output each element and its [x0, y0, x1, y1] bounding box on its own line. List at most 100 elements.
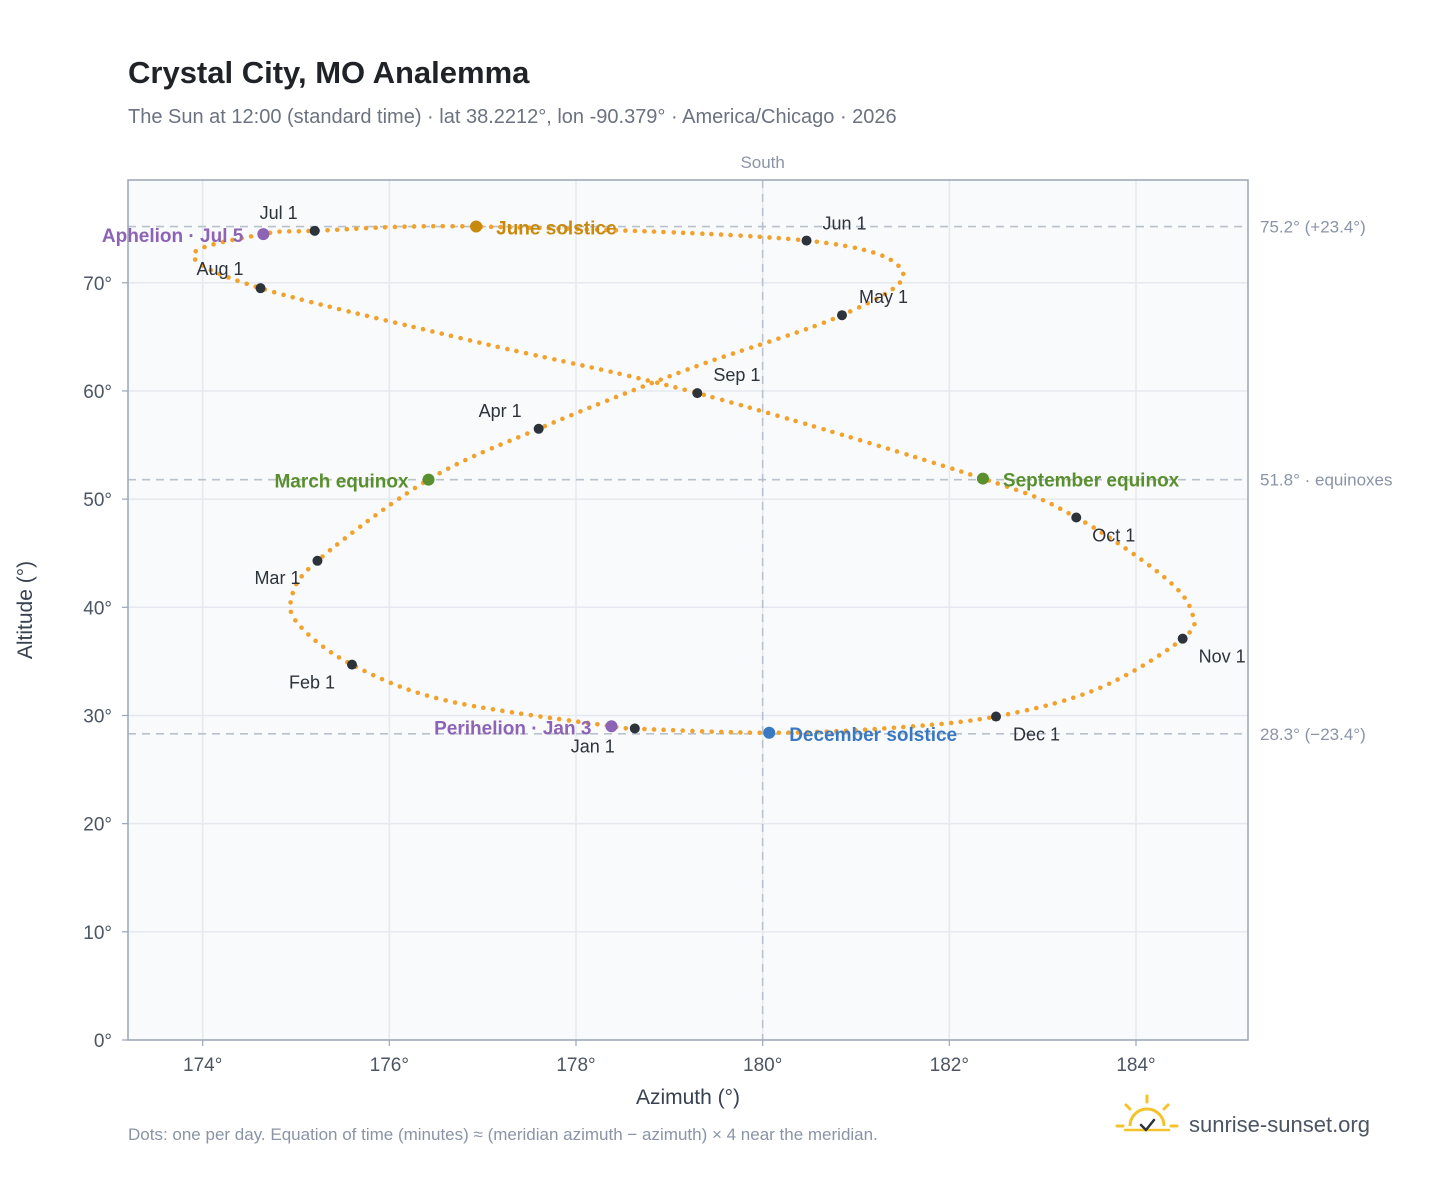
- daily-sun-dot: [1161, 574, 1167, 580]
- month-marker-dot: [1071, 512, 1082, 523]
- daily-sun-dot: [533, 353, 538, 358]
- daily-sun-dot: [325, 227, 330, 233]
- daily-sun-dot: [193, 248, 199, 254]
- daily-sun-dot: [747, 730, 753, 735]
- daily-sun-dot: [756, 408, 762, 413]
- daily-sun-dot: [623, 726, 629, 731]
- daily-sun-dot: [1070, 695, 1076, 701]
- daily-sun-dot: [328, 650, 334, 655]
- daily-sun-dot: [632, 228, 638, 234]
- event-marker-label: March equinox: [274, 472, 409, 493]
- daily-sun-dot: [460, 224, 465, 229]
- meridian-label: South: [740, 153, 784, 172]
- daily-sun-dot: [730, 351, 736, 356]
- daily-sun-dot: [1182, 595, 1187, 600]
- event-marker-dot: [422, 473, 435, 486]
- daily-sun-dot: [862, 727, 868, 733]
- daily-sun-dot: [626, 373, 632, 379]
- daily-sun-dot: [344, 226, 350, 232]
- daily-sun-dot: [690, 728, 695, 734]
- daily-sun-dot: [566, 718, 572, 723]
- month-marker-label: Apr 1: [479, 401, 522, 421]
- daily-sun-dot: [439, 331, 445, 336]
- daily-sun-dot: [515, 435, 521, 440]
- daily-sun-dot: [613, 227, 619, 233]
- daily-sun-dot: [748, 345, 754, 350]
- daily-sun-dot: [728, 729, 734, 735]
- daily-sun-dot: [853, 727, 858, 733]
- daily-sun-dot: [489, 446, 495, 451]
- daily-sun-dot: [1190, 612, 1195, 618]
- daily-sun-dot: [488, 224, 494, 230]
- daily-sun-dot: [286, 229, 292, 234]
- daily-sun-dot: [1156, 653, 1162, 658]
- daily-sun-dot: [824, 240, 829, 246]
- daily-sun-dot: [462, 702, 467, 707]
- daily-sun-dot: [374, 315, 379, 321]
- daily-sun-dot: [617, 371, 622, 377]
- daily-sun-dot: [786, 730, 791, 735]
- daily-sun-dot: [904, 452, 909, 457]
- daily-sun-dot: [896, 263, 901, 269]
- daily-sun-dot: [320, 644, 326, 650]
- daily-sun-dot: [411, 224, 417, 229]
- daily-sun-dot: [776, 336, 781, 341]
- daily-sun-dot: [701, 392, 707, 398]
- daily-sun-dot: [565, 226, 570, 232]
- daily-sun-dot: [440, 223, 446, 229]
- daily-sun-dot: [747, 405, 753, 411]
- daily-sun-dot: [803, 327, 809, 332]
- daily-sun-dot: [420, 326, 426, 332]
- y-tick-label: 40°: [83, 598, 112, 619]
- daily-sun-dot: [649, 380, 655, 386]
- daily-sun-dot: [872, 726, 877, 732]
- daily-sun-dot: [805, 729, 810, 735]
- month-marker-label: Jan 1: [571, 736, 615, 756]
- daily-sun-dot: [556, 226, 561, 231]
- reference-line-label: 75.2° (+23.4°): [1260, 218, 1366, 237]
- daily-sun-dot: [575, 226, 580, 232]
- daily-sun-dot: [651, 727, 657, 732]
- daily-sun-dot: [424, 693, 430, 698]
- daily-sun-dot: [950, 466, 955, 472]
- daily-sun-dot: [1040, 497, 1046, 503]
- daily-sun-dot: [293, 581, 299, 587]
- month-marker-label: Mar 1: [254, 568, 300, 588]
- daily-sun-dot: [412, 485, 418, 491]
- daily-sun-dot: [680, 728, 685, 733]
- daily-sun-dot: [392, 320, 398, 325]
- daily-sun-dot: [546, 225, 552, 231]
- daily-sun-dot: [306, 228, 311, 234]
- plot-frame: [127, 179, 1249, 1041]
- daily-sun-dot: [507, 438, 512, 444]
- daily-sun-dot: [1192, 621, 1197, 627]
- reference-line-label: 28.3° (−23.4°): [1260, 725, 1366, 744]
- x-tick-label: 184°: [1116, 1055, 1155, 1076]
- y-tick-label: 10°: [83, 923, 112, 944]
- daily-sun-dot: [608, 369, 613, 375]
- daily-sun-dot: [288, 609, 294, 615]
- month-marker-dot: [991, 711, 1001, 722]
- daily-sun-dot: [507, 224, 513, 230]
- daily-sun-dot: [748, 233, 753, 239]
- daily-sun-dot: [370, 672, 376, 678]
- daily-sun-dot: [584, 227, 590, 232]
- daily-sun-dot: [192, 257, 198, 262]
- daily-sun-dot: [445, 466, 451, 471]
- daily-sun-dot: [1106, 681, 1112, 687]
- daily-sun-dot: [795, 237, 801, 243]
- x-axis-label: Azimuth (°): [636, 1086, 740, 1109]
- daily-sun-dot: [570, 361, 576, 366]
- daily-sun-dot: [861, 247, 867, 253]
- daily-sun-dot: [431, 223, 436, 229]
- month-marker-dot: [801, 235, 812, 246]
- daily-sun-dot: [948, 720, 954, 726]
- daily-sun-dot: [834, 728, 839, 734]
- event-marker-dot: [763, 726, 776, 739]
- daily-sun-dot: [959, 469, 964, 474]
- daily-sun-dot: [514, 348, 519, 354]
- daily-sun-dot: [784, 416, 790, 421]
- daily-sun-dot: [738, 233, 743, 238]
- daily-sun-dot: [235, 278, 240, 283]
- daily-sun-dot: [415, 690, 421, 696]
